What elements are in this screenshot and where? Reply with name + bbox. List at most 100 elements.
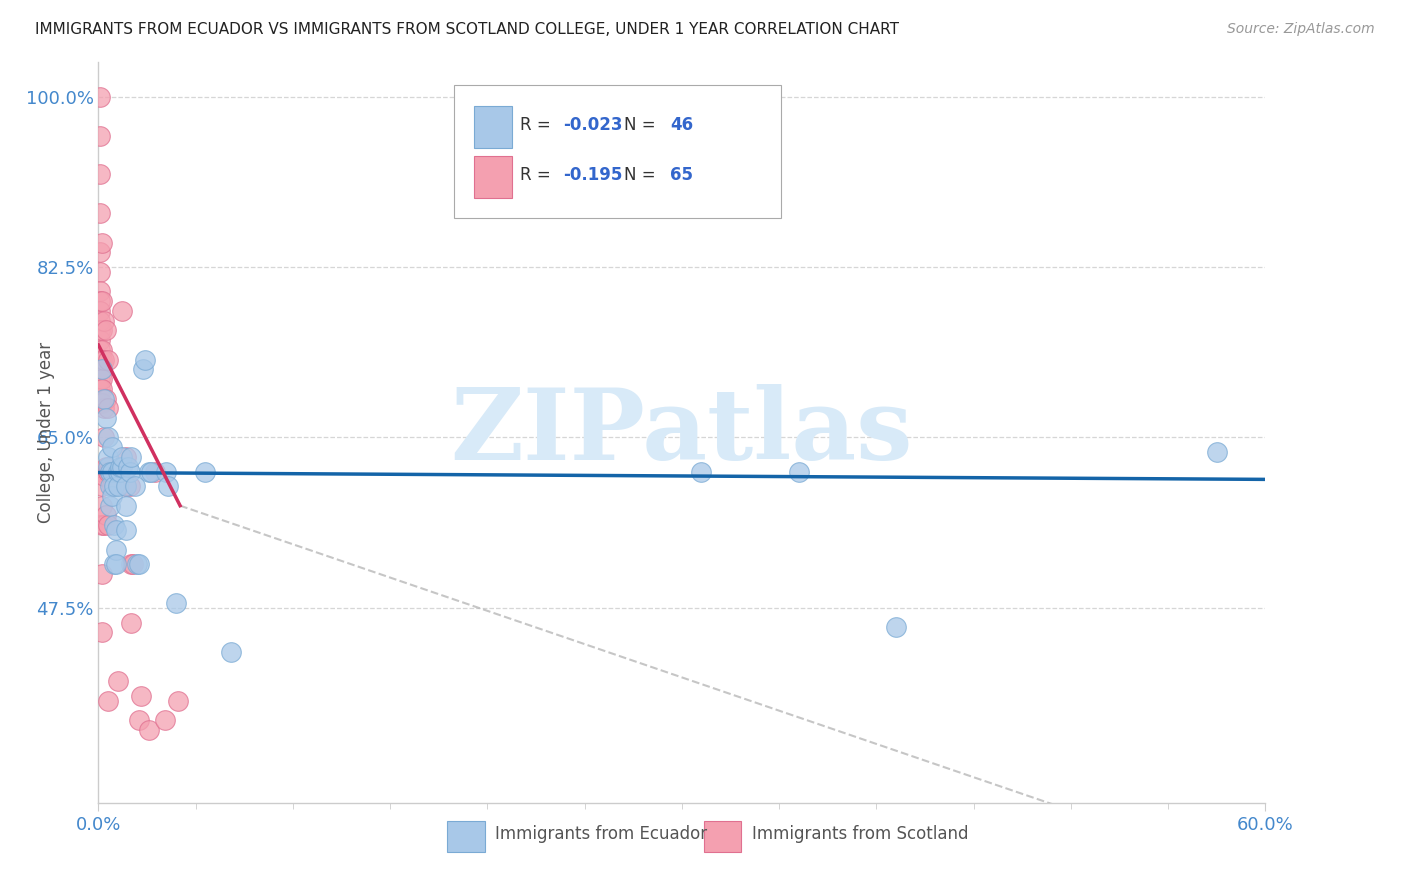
- Point: [96, 411, 118, 425]
- Point: [104, 523, 127, 537]
- Point: [167, 693, 190, 707]
- Point: [89, 128, 111, 143]
- Point: [91, 235, 114, 250]
- Text: ZIPatlas: ZIPatlas: [451, 384, 912, 481]
- Point: [91, 372, 114, 386]
- Point: [122, 557, 145, 571]
- Point: [138, 723, 160, 737]
- Point: [153, 713, 176, 727]
- Point: [89, 245, 111, 260]
- Point: [93, 430, 115, 444]
- Point: [91, 362, 114, 376]
- Point: [93, 518, 115, 533]
- Point: [107, 673, 129, 688]
- Point: [97, 459, 120, 474]
- Point: [91, 499, 114, 513]
- Text: Immigrants from Ecuador: Immigrants from Ecuador: [495, 825, 707, 843]
- Point: [103, 518, 125, 533]
- Point: [98, 499, 121, 513]
- Point: [118, 465, 141, 479]
- Point: [787, 465, 810, 479]
- Text: R =: R =: [520, 116, 555, 134]
- Point: [107, 465, 129, 479]
- Point: [97, 430, 120, 444]
- Point: [93, 392, 115, 406]
- Point: [89, 362, 111, 376]
- Point: [89, 168, 111, 182]
- Point: [194, 465, 217, 479]
- Text: -0.195: -0.195: [562, 166, 623, 184]
- Point: [114, 479, 136, 493]
- Point: [121, 450, 143, 464]
- FancyBboxPatch shape: [704, 821, 741, 852]
- Point: [118, 479, 141, 493]
- Point: [91, 479, 114, 493]
- Point: [127, 557, 149, 571]
- Point: [89, 333, 111, 347]
- Point: [129, 689, 152, 703]
- Point: [91, 625, 114, 640]
- Point: [114, 450, 136, 464]
- Point: [91, 518, 114, 533]
- Point: [108, 465, 131, 479]
- Point: [139, 465, 162, 479]
- Point: [101, 479, 124, 493]
- Point: [89, 396, 111, 410]
- Point: [108, 459, 131, 474]
- Point: [219, 645, 242, 659]
- Text: N =: N =: [624, 166, 661, 184]
- Point: [96, 459, 118, 474]
- Point: [97, 693, 120, 707]
- Point: [89, 294, 111, 309]
- Point: [1205, 445, 1227, 459]
- Point: [91, 352, 114, 367]
- Point: [128, 557, 150, 571]
- Point: [103, 557, 125, 571]
- Text: College, Under 1 year: College, Under 1 year: [37, 342, 55, 524]
- Point: [124, 479, 146, 493]
- Point: [93, 401, 115, 416]
- Point: [101, 465, 124, 479]
- Point: [111, 450, 134, 464]
- FancyBboxPatch shape: [474, 106, 512, 148]
- Point: [111, 303, 134, 318]
- Point: [96, 323, 118, 337]
- Text: R =: R =: [520, 166, 555, 184]
- Point: [97, 465, 120, 479]
- Point: [132, 362, 155, 376]
- Point: [89, 382, 111, 396]
- Point: [91, 566, 114, 581]
- Point: [101, 440, 124, 454]
- Point: [690, 465, 713, 479]
- Point: [104, 542, 127, 557]
- Text: IMMIGRANTS FROM ECUADOR VS IMMIGRANTS FROM SCOTLAND COLLEGE, UNDER 1 YEAR CORREL: IMMIGRANTS FROM ECUADOR VS IMMIGRANTS FR…: [35, 22, 900, 37]
- Point: [89, 323, 111, 337]
- Point: [91, 343, 114, 357]
- Point: [107, 479, 129, 493]
- Point: [157, 479, 180, 493]
- Point: [89, 285, 111, 299]
- Point: [91, 396, 114, 410]
- Point: [104, 557, 127, 571]
- Point: [128, 713, 150, 727]
- Point: [91, 465, 114, 479]
- Point: [111, 459, 134, 474]
- Point: [98, 479, 121, 493]
- Point: [93, 352, 115, 367]
- Point: [104, 465, 127, 479]
- FancyBboxPatch shape: [474, 156, 512, 198]
- Point: [93, 313, 115, 327]
- Point: [89, 265, 111, 279]
- Point: [98, 465, 121, 479]
- Point: [89, 303, 111, 318]
- Point: [93, 469, 115, 483]
- Point: [114, 479, 136, 493]
- Point: [98, 465, 121, 479]
- Point: [117, 459, 139, 474]
- Text: Source: ZipAtlas.com: Source: ZipAtlas.com: [1227, 22, 1375, 37]
- Text: 46: 46: [671, 116, 693, 134]
- Point: [91, 382, 114, 396]
- Point: [155, 465, 177, 479]
- FancyBboxPatch shape: [454, 85, 782, 218]
- Point: [97, 450, 120, 464]
